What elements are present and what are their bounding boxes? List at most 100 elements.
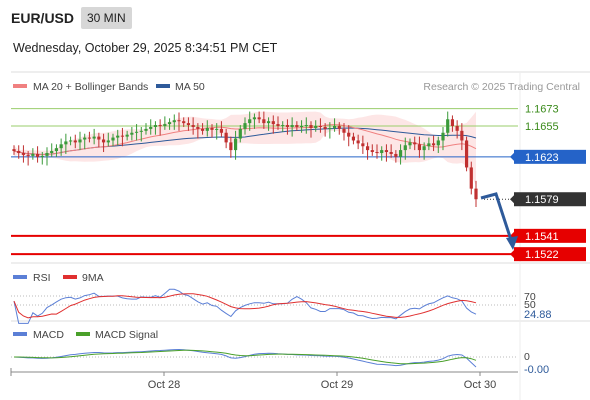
candle-body bbox=[238, 128, 242, 139]
candle-body bbox=[361, 143, 365, 147]
candle-body bbox=[436, 140, 440, 146]
bollinger-band-fill bbox=[14, 111, 476, 186]
candle-body bbox=[229, 142, 233, 151]
candle-body bbox=[337, 126, 341, 129]
candle-body bbox=[413, 142, 417, 145]
candle-body bbox=[252, 117, 257, 120]
candle-body bbox=[394, 153, 398, 157]
candle-body bbox=[243, 123, 247, 129]
candle-body bbox=[125, 134, 129, 137]
candle-body bbox=[370, 150, 374, 153]
candle-body bbox=[196, 126, 200, 129]
rsi-tick-50: 50 bbox=[524, 299, 536, 311]
candle-body bbox=[446, 119, 450, 133]
candle-body bbox=[205, 127, 209, 131]
candle-body bbox=[281, 125, 285, 127]
candle-body bbox=[191, 125, 195, 127]
rsi-ma9-line bbox=[13, 293, 477, 319]
legend-ma50-label: MA 50 bbox=[175, 81, 205, 93]
watermark-text: Research © 2025 Trading Central bbox=[423, 81, 580, 93]
forecast-arrow-head bbox=[506, 236, 518, 250]
candle-body bbox=[163, 124, 167, 127]
candle-body bbox=[233, 138, 238, 151]
level-pointer-1.1623 bbox=[510, 151, 515, 162]
legend-ma9-label: 9MA bbox=[82, 272, 104, 284]
candle-body bbox=[26, 154, 30, 156]
candle-body bbox=[186, 123, 191, 126]
candle-body bbox=[417, 144, 422, 151]
x-label-oct28: Oct 28 bbox=[148, 379, 180, 391]
candle-body bbox=[134, 131, 139, 133]
level-label-1.1522: 1.1522 bbox=[525, 249, 559, 261]
candle-body bbox=[304, 125, 308, 127]
candle-body bbox=[224, 132, 228, 143]
candle-body bbox=[149, 126, 153, 129]
candle-body bbox=[266, 121, 271, 124]
candle-body bbox=[87, 137, 92, 139]
candle-body bbox=[31, 153, 35, 156]
level-label-1.1541: 1.1541 bbox=[525, 231, 559, 243]
candle-body bbox=[408, 142, 412, 146]
candle-body bbox=[101, 139, 106, 143]
candle-body bbox=[64, 141, 68, 145]
macd-lines bbox=[13, 348, 477, 368]
candle-body bbox=[262, 119, 266, 124]
candle-body bbox=[219, 128, 224, 133]
price-levels bbox=[11, 108, 518, 256]
rsi-value-label: 24.88 bbox=[524, 309, 552, 321]
legend-ma9-swatch bbox=[63, 275, 77, 279]
candle-body bbox=[290, 125, 294, 127]
candle-body bbox=[356, 140, 360, 144]
candle-body bbox=[120, 135, 125, 137]
candle-body bbox=[365, 146, 370, 151]
candle-body bbox=[210, 127, 214, 130]
level-label-1.1579: 1.1579 bbox=[525, 194, 559, 206]
candle-body bbox=[215, 128, 219, 130]
candle-body bbox=[153, 125, 158, 127]
report-datetime: Wednesday, October 29, 2025 8:34:51 PM C… bbox=[13, 41, 278, 55]
legend-macd-signal-swatch bbox=[76, 332, 90, 336]
candle-body bbox=[172, 120, 176, 123]
candle-body bbox=[271, 121, 275, 125]
level-pointer-1.1579 bbox=[510, 194, 515, 205]
level-box-1.1522 bbox=[514, 247, 586, 262]
candle-body bbox=[35, 153, 40, 157]
candle-body bbox=[50, 151, 54, 153]
macd-tick-0: 0 bbox=[524, 351, 530, 363]
candle-body bbox=[144, 128, 148, 131]
candle-body bbox=[167, 122, 172, 125]
level-label-1.1655: 1.1655 bbox=[525, 121, 559, 133]
candle-body bbox=[182, 121, 186, 124]
candle-body bbox=[130, 132, 134, 135]
candle-body bbox=[474, 188, 478, 200]
candle-body bbox=[295, 125, 299, 127]
level-label-1.1623: 1.1623 bbox=[525, 152, 559, 164]
candle-body bbox=[59, 144, 63, 149]
candle-body bbox=[68, 140, 73, 142]
candle-body bbox=[97, 136, 101, 140]
x-label-oct30: Oct 30 bbox=[464, 379, 496, 391]
legend-rsi-swatch bbox=[13, 275, 27, 279]
candle-body bbox=[332, 126, 337, 128]
candle-body bbox=[309, 125, 313, 128]
candle-body bbox=[323, 126, 327, 129]
candle-body bbox=[342, 128, 346, 133]
candle-body bbox=[200, 128, 205, 131]
legend-ma50-swatch bbox=[156, 84, 170, 88]
legend-ma20-swatch bbox=[13, 84, 27, 88]
level-box-1.1623 bbox=[514, 149, 586, 164]
symbol-title: EUR/USD bbox=[11, 10, 75, 26]
candle-body bbox=[422, 146, 426, 151]
candle-body bbox=[398, 150, 403, 157]
candle-body bbox=[83, 137, 87, 140]
level-box-1.1579 bbox=[514, 192, 586, 207]
candle-body bbox=[299, 126, 304, 128]
candle-body bbox=[351, 136, 356, 141]
candle-body bbox=[12, 149, 16, 152]
timeframe-badge[interactable]: 30 MIN bbox=[81, 7, 132, 29]
level-label-1.1673: 1.1673 bbox=[525, 104, 559, 116]
macd-signal-line bbox=[14, 349, 477, 365]
level-pointer-1.1522 bbox=[510, 249, 515, 260]
